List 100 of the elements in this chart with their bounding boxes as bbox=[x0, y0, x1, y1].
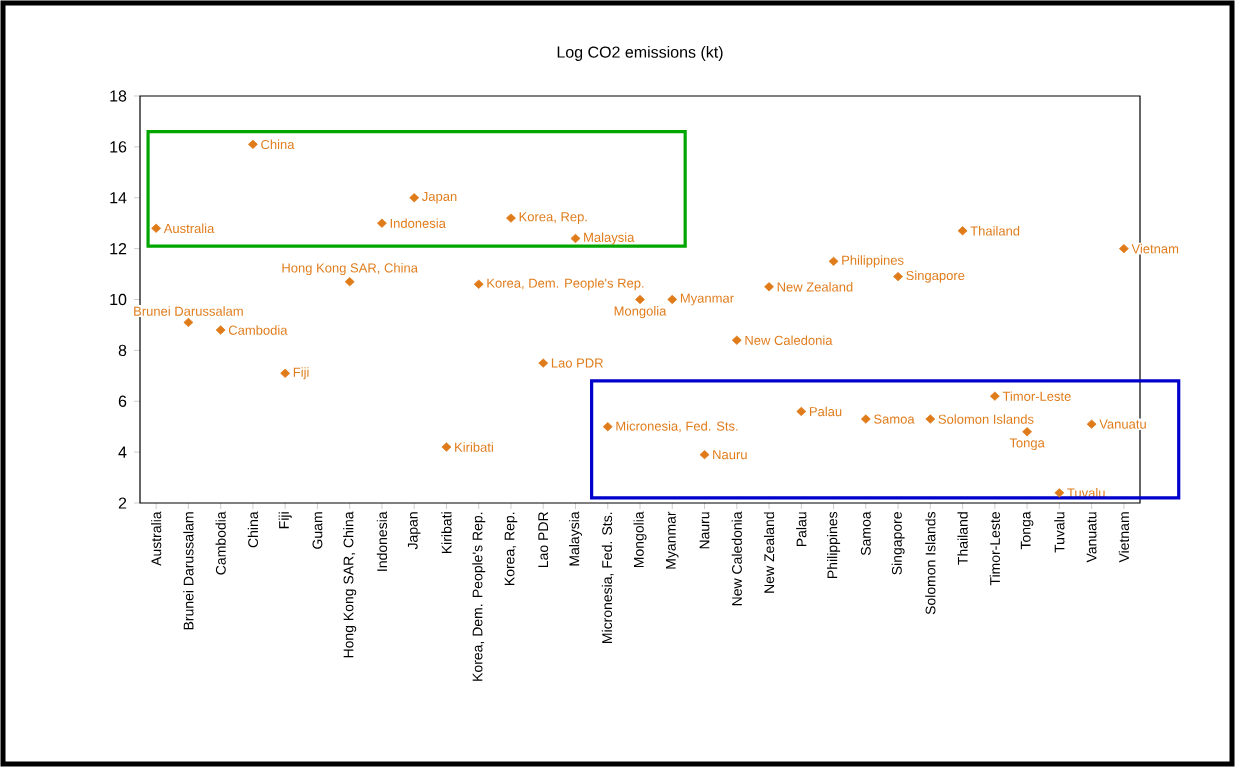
annotation: Vietnam bbox=[1131, 243, 1179, 254]
annotation: Brunei Darussalam bbox=[134, 306, 243, 316]
point bbox=[1086, 419, 1097, 429]
point bbox=[377, 218, 387, 228]
y-tick-label: 16 bbox=[110, 141, 127, 153]
annotation: Singapore bbox=[906, 270, 965, 283]
annotation: Australia bbox=[163, 223, 215, 234]
point bbox=[764, 282, 774, 292]
point bbox=[731, 335, 742, 345]
x-tick-label: Thailand bbox=[957, 512, 968, 565]
annotation: Thailand bbox=[970, 226, 1020, 236]
annotation: Vanuatu bbox=[1099, 419, 1146, 429]
x-tick-label: Palau bbox=[796, 512, 807, 547]
point bbox=[151, 223, 162, 233]
annotation: Myanmar bbox=[680, 293, 734, 306]
y-tick-label: 2 bbox=[118, 497, 127, 509]
annotation: Palau bbox=[809, 406, 842, 417]
point bbox=[538, 358, 549, 368]
point bbox=[506, 213, 516, 223]
annotation: Fiji bbox=[293, 367, 309, 380]
y-tick-label: 12 bbox=[110, 243, 127, 255]
point bbox=[860, 414, 871, 424]
x-tick-label: Guam bbox=[312, 512, 323, 549]
y-tick-label: 18 bbox=[110, 90, 127, 102]
annotation: Lao PDR bbox=[551, 358, 603, 368]
annotation: Tuvalu bbox=[1067, 488, 1105, 498]
point bbox=[215, 325, 226, 335]
point bbox=[602, 422, 613, 432]
point bbox=[796, 406, 807, 417]
y-tick-label: 8 bbox=[118, 344, 127, 357]
point bbox=[473, 279, 484, 289]
point bbox=[280, 368, 291, 378]
x-tick-label: New Zealand bbox=[763, 512, 775, 593]
x-tick-label: Nauru bbox=[699, 512, 710, 549]
point bbox=[925, 414, 936, 424]
x-tick-label: Myanmar bbox=[666, 511, 679, 569]
annotation: Nauru bbox=[713, 450, 747, 460]
annotation: New Caledonia bbox=[745, 335, 833, 345]
annotation: Indonesia bbox=[390, 218, 446, 228]
point bbox=[1054, 488, 1065, 498]
x-tick-label: Cambodia bbox=[215, 511, 226, 575]
annotation: Philippines bbox=[842, 255, 904, 268]
annotation: Tonga bbox=[1009, 438, 1045, 451]
x-tick-label: China bbox=[247, 511, 259, 548]
point bbox=[409, 193, 420, 203]
point bbox=[828, 256, 839, 266]
x-tick-label: Brunei Darussalam bbox=[183, 512, 194, 630]
x-tick-label: Vanuatu bbox=[1086, 512, 1097, 563]
x-tick-label: Kiribati bbox=[441, 512, 452, 554]
x-tick-label: Indonesia bbox=[376, 511, 388, 571]
x-tick-label: Lao PDR bbox=[538, 512, 549, 568]
x-tick-label: Japan bbox=[407, 512, 421, 550]
x-tick-label: Korea, Dem. People's Rep. bbox=[472, 512, 486, 681]
point bbox=[570, 233, 581, 244]
x-tick-label: Malaysia bbox=[568, 511, 583, 566]
annotation: Hong Kong SAR, China bbox=[282, 262, 418, 276]
annotation: Malaysia bbox=[584, 232, 635, 245]
x-tick-label: Vietnam bbox=[1118, 512, 1130, 563]
x-tick-label: Timor-Leste bbox=[989, 512, 1000, 586]
x-tick-label: Fiji bbox=[278, 512, 292, 529]
annotation: Kiribati bbox=[455, 442, 493, 452]
x-tick-label: Mongolia bbox=[633, 511, 647, 568]
point bbox=[1022, 427, 1032, 437]
y-tick-label: 14 bbox=[110, 192, 127, 204]
annotation: Japan bbox=[421, 191, 457, 204]
x-tick-label: Solomon Islands bbox=[925, 511, 936, 615]
y-tick-label: 10 bbox=[110, 293, 127, 306]
annotation: Samoa bbox=[874, 414, 915, 424]
point bbox=[344, 277, 355, 287]
annotation: New Zealand bbox=[777, 282, 853, 292]
annotation: Cambodia bbox=[228, 325, 288, 335]
y-tick-label: 4 bbox=[118, 446, 127, 458]
point bbox=[441, 442, 452, 452]
point bbox=[635, 294, 645, 305]
x-tick-label: Tonga bbox=[1020, 511, 1034, 550]
point bbox=[957, 226, 968, 236]
annotation: Korea, Rep. bbox=[519, 212, 587, 224]
point bbox=[699, 450, 710, 460]
x-tick-label: Tuvalu bbox=[1054, 512, 1065, 553]
annotation: Mongolia bbox=[614, 306, 667, 319]
point bbox=[183, 317, 194, 327]
y-tick-label: 6 bbox=[118, 395, 127, 407]
annotation: Timor-Leste bbox=[1002, 391, 1071, 401]
x-tick-label: Philippines bbox=[827, 511, 841, 578]
x-tick-label: Korea, Rep. bbox=[504, 512, 518, 585]
point bbox=[248, 139, 258, 149]
chart-title: Log CO2 emissions (kt) bbox=[557, 46, 723, 61]
point bbox=[1118, 244, 1129, 254]
x-tick-label: Australia bbox=[151, 511, 162, 566]
annotation: China bbox=[261, 139, 295, 150]
point bbox=[667, 294, 678, 305]
annotation: Solomon Islands bbox=[938, 414, 1034, 424]
x-tick-label: Micronesia, Fed. Sts. bbox=[601, 512, 614, 644]
annotation: Korea, Dem. People's Rep. bbox=[487, 278, 644, 291]
point bbox=[989, 391, 1000, 401]
point bbox=[893, 272, 903, 282]
x-tick-label: Singapore bbox=[891, 512, 905, 575]
annotation: Micronesia, Fed. Sts. bbox=[616, 421, 738, 433]
x-tick-label: New Caledonia bbox=[731, 511, 742, 606]
x-tick-label: Samoa bbox=[860, 511, 871, 556]
